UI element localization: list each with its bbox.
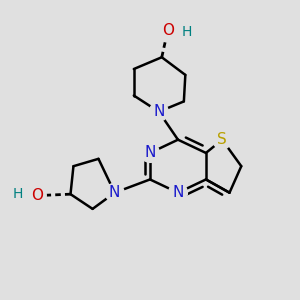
Text: N: N bbox=[172, 185, 184, 200]
Text: N: N bbox=[144, 146, 156, 160]
Circle shape bbox=[158, 21, 177, 40]
Text: H: H bbox=[12, 187, 23, 201]
Text: O: O bbox=[162, 23, 174, 38]
Circle shape bbox=[27, 186, 46, 205]
Text: N: N bbox=[109, 185, 120, 200]
Circle shape bbox=[149, 102, 168, 121]
Circle shape bbox=[105, 183, 124, 202]
Circle shape bbox=[169, 183, 188, 202]
Circle shape bbox=[141, 143, 159, 162]
Circle shape bbox=[179, 25, 194, 40]
Text: H: H bbox=[182, 25, 192, 39]
Circle shape bbox=[158, 21, 177, 40]
Text: N: N bbox=[153, 104, 164, 119]
Circle shape bbox=[10, 187, 25, 202]
Circle shape bbox=[213, 130, 232, 149]
Text: O: O bbox=[31, 188, 43, 203]
Text: S: S bbox=[217, 132, 227, 147]
Circle shape bbox=[27, 186, 46, 205]
